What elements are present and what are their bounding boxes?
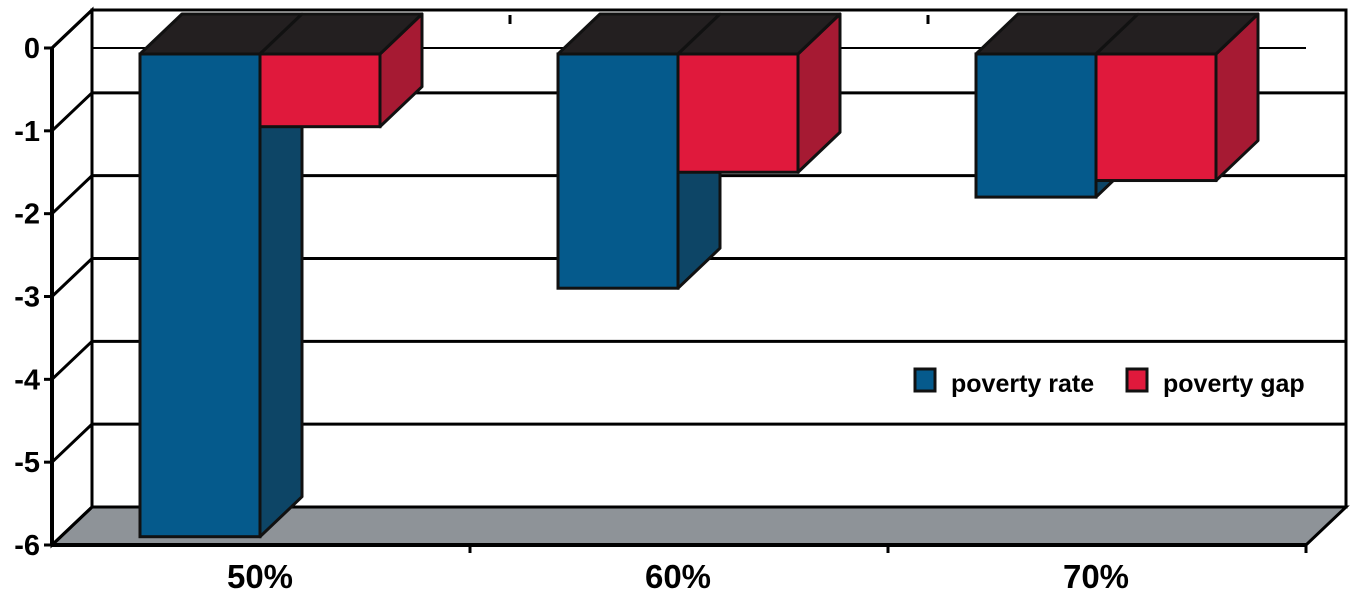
legend-label: poverty gap [1163,370,1305,398]
bar-poverty-rate [138,52,262,539]
bar-poverty-rate [974,52,1098,199]
y-tick-label: -4 [14,364,40,396]
gridline [50,505,1346,547]
y-tick-label: -5 [14,447,40,479]
bar-poverty-gap [1094,52,1218,183]
y-tick-label: -1 [14,116,40,148]
gridline [50,174,1346,215]
x-tick-label: 70% [1063,558,1129,590]
gridline [50,339,1346,381]
legend-label: poverty rate [951,370,1094,398]
bar-poverty-gap [258,52,382,129]
gridline [50,257,1346,298]
y-tick-label: -6 [14,530,40,562]
gridline [50,422,1346,464]
bar-poverty-gap [676,52,800,174]
bar-poverty-rate [556,52,680,290]
y-tick-label: -2 [14,199,40,231]
y-tick-label: -3 [14,282,40,314]
x-tick-label: 50% [227,558,293,590]
legend-swatch [913,367,937,393]
gridline [50,91,1346,132]
legend-swatch [1125,367,1149,393]
x-tick-label: 60% [645,558,711,590]
gridline [50,8,1346,50]
y-tick-label: 0 [24,33,40,65]
